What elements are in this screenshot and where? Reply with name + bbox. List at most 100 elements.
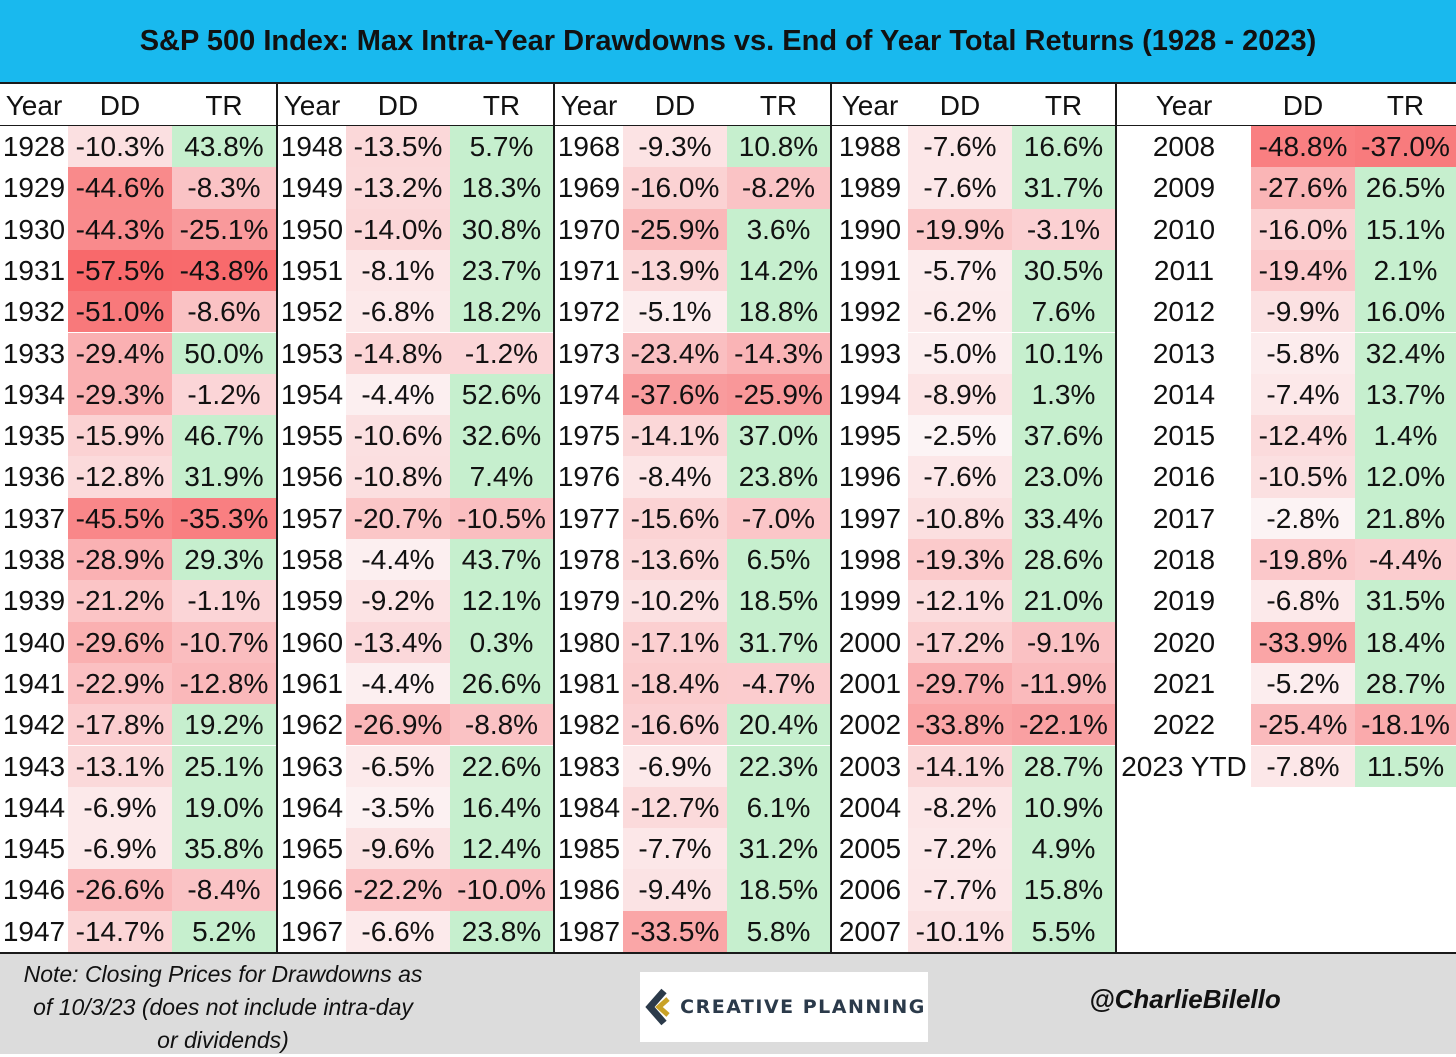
drawdown-cell: -13.6%: [623, 539, 727, 581]
table-row: 1979 -10.2% 18.5%: [555, 580, 830, 622]
total-return-cell: 31.7%: [727, 621, 830, 663]
drawdown-cell: -28.9%: [68, 539, 172, 581]
column-header-dd: DD: [1282, 90, 1324, 121]
drawdown-cell: -18.4%: [623, 662, 727, 705]
drawdown-cell: -4.4%: [346, 539, 450, 581]
total-return-cell: 31.2%: [727, 828, 830, 870]
total-return-cell: -8.4%: [172, 869, 276, 911]
drawdown-cell: -8.4%: [623, 456, 727, 498]
column-header-tr: TR: [1386, 90, 1425, 121]
drawdown-cell: -26.6%: [68, 869, 172, 911]
drawdown-cell: -6.6%: [346, 910, 450, 952]
year-cell: 2023 YTD: [1117, 745, 1251, 787]
table-row: 1942 -17.8% 19.2%: [0, 704, 276, 746]
total-return-cell: -35.3%: [172, 497, 276, 539]
drawdown-cell: -13.4%: [346, 621, 450, 663]
total-return-cell: -18.1%: [1355, 704, 1456, 746]
year-cell: 1939: [0, 580, 68, 622]
year-cell: 2007: [832, 910, 908, 952]
creative-planning-logo: CREATIVE PLANNING: [640, 972, 928, 1042]
drawdown-cell: -9.2%: [346, 580, 450, 622]
year-cell: 2002: [832, 704, 908, 746]
year-cell: 1932: [0, 291, 68, 333]
year-cell: 1951: [278, 249, 346, 292]
table-row: 1975 -14.1% 37.0%: [555, 415, 830, 457]
table-row: 2000 -17.2% -9.1%: [832, 621, 1115, 663]
year-cell: 1984: [555, 786, 623, 829]
table-row: 2017 -2.8% 21.8%: [1117, 497, 1456, 539]
year-cell: 1986: [555, 869, 623, 911]
table-row: 1987 -33.5% 5.8%: [555, 910, 830, 952]
table-header-row: Year DD TR: [0, 84, 276, 126]
total-return-cell: 16.4%: [450, 786, 553, 829]
total-return-cell: -11.9%: [1012, 662, 1115, 705]
total-return-cell: 28.7%: [1012, 745, 1115, 787]
year-cell: 2013: [1117, 332, 1251, 374]
total-return-cell: -22.1%: [1012, 704, 1115, 746]
total-return-cell: 15.8%: [1012, 869, 1115, 911]
table-row: 1985 -7.7% 31.2%: [555, 828, 830, 870]
drawdown-cell: -3.5%: [346, 786, 450, 829]
total-return-cell: 16.0%: [1355, 291, 1456, 333]
year-cell: 1973: [555, 332, 623, 374]
total-return-cell: 31.7%: [1012, 167, 1115, 209]
table-row: 1977 -15.6% -7.0%: [555, 497, 830, 539]
table-row: 2023 YTD -7.8% 11.5%: [1117, 745, 1456, 787]
year-cell: 1940: [0, 621, 68, 663]
drawdown-cell: -8.9%: [908, 373, 1012, 416]
year-cell: 2018: [1117, 539, 1251, 581]
year-cell: 1938: [0, 539, 68, 581]
table-row: 1980 -17.1% 31.7%: [555, 621, 830, 663]
year-cell: 1983: [555, 745, 623, 787]
table-column-group: Year DD TR 1928 -10.3% 43.8% 1929 -44.6% -8.3% 19…: [0, 84, 276, 952]
drawdown-cell: -19.8%: [1251, 539, 1355, 581]
year-cell: 1954: [278, 373, 346, 416]
table-column-group: Year DD TR 1948 -13.5% 5.7% 1949 -13.2% 18.3% 195…: [276, 84, 553, 952]
drawdown-cell: -29.7%: [908, 662, 1012, 705]
drawdown-cell: -10.6%: [346, 415, 450, 457]
year-cell: 1989: [832, 167, 908, 209]
column-header-dd: DD: [99, 90, 141, 121]
total-return-cell: 52.6%: [450, 373, 553, 416]
year-cell: 1942: [0, 704, 68, 746]
total-return-cell: 32.6%: [450, 415, 553, 457]
table-row: 1947 -14.7% 5.2%: [0, 910, 276, 952]
table-row: 2013 -5.8% 32.4%: [1117, 332, 1456, 374]
year-cell: 1959: [278, 580, 346, 622]
drawdown-cell: -13.1%: [68, 745, 172, 787]
total-return-cell: -3.1%: [1012, 208, 1115, 250]
table-row: 2019 -6.8% 31.5%: [1117, 580, 1456, 622]
total-return-cell: 4.9%: [1012, 828, 1115, 870]
total-return-cell: 6.5%: [727, 539, 830, 581]
year-cell: 2005: [832, 828, 908, 870]
total-return-cell: 1.4%: [1355, 415, 1456, 457]
total-return-cell: 33.4%: [1012, 497, 1115, 539]
table-row: 1955 -10.6% 32.6%: [278, 415, 553, 457]
total-return-cell: 23.0%: [1012, 456, 1115, 498]
drawdown-cell: -12.1%: [908, 580, 1012, 622]
table-row: 1986 -9.4% 18.5%: [555, 869, 830, 911]
table-row: 1932 -51.0% -8.6%: [0, 291, 276, 333]
table-row: 1930 -44.3% -25.1%: [0, 208, 276, 250]
total-return-cell: 23.7%: [450, 249, 553, 292]
drawdown-cell: -57.5%: [68, 249, 172, 292]
year-cell: 1931: [0, 249, 68, 292]
drawdown-cell: -23.4%: [623, 332, 727, 374]
footnote-line: or dividends): [157, 1027, 289, 1053]
year-cell: 2010: [1117, 208, 1251, 250]
table-row: 1958 -4.4% 43.7%: [278, 539, 553, 581]
year-cell: 1977: [555, 497, 623, 539]
total-return-cell: 21.8%: [1355, 497, 1456, 539]
table-row: 1972 -5.1% 18.8%: [555, 291, 830, 333]
year-cell: 1937: [0, 497, 68, 539]
year-cell: 1952: [278, 291, 346, 333]
column-header-dd: DD: [654, 90, 696, 121]
total-return-cell: 35.8%: [172, 828, 276, 870]
year-cell: 1947: [0, 910, 68, 952]
total-return-cell: 43.7%: [450, 539, 553, 581]
total-return-cell: 14.2%: [727, 249, 830, 292]
table-row: 1943 -13.1% 25.1%: [0, 745, 276, 787]
total-return-cell: 19.0%: [172, 786, 276, 829]
total-return-cell: 43.8%: [172, 126, 276, 168]
year-cell: 1950: [278, 208, 346, 250]
